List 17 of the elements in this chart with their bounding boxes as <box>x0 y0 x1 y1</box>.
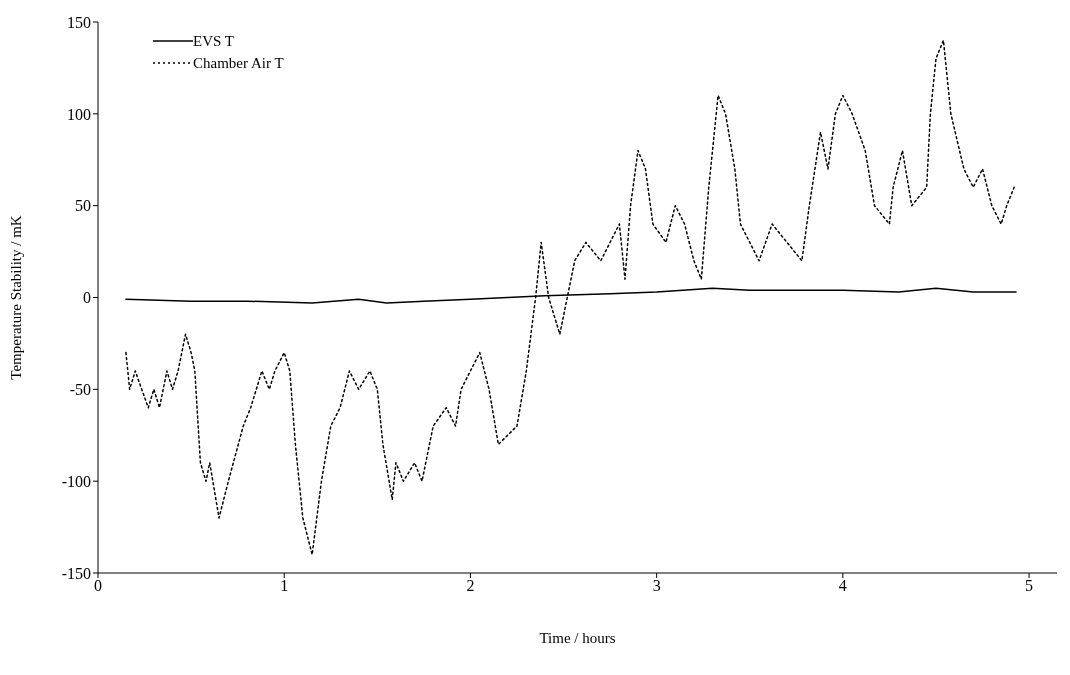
y-axis-title: Temperature Stability / mK <box>8 215 25 380</box>
x-axis-title: Time / hours <box>539 630 616 646</box>
x-tick-label: 0 <box>94 577 102 595</box>
x-tick-label: 3 <box>652 577 661 595</box>
y-tick-label: 100 <box>67 105 91 123</box>
x-tick-label: 2 <box>466 577 475 595</box>
y-tick-label: -150 <box>61 564 91 582</box>
x-tick-label: 5 <box>1025 577 1034 595</box>
x-tick-label: 1 <box>280 577 289 595</box>
y-tick-label: 0 <box>83 289 91 307</box>
legend-label: Chamber Air T <box>193 54 284 72</box>
y-tick-label: -100 <box>61 472 91 490</box>
legend-label: EVS T <box>193 32 234 50</box>
y-tick-label: 50 <box>75 197 91 215</box>
y-tick-label: 150 <box>67 13 91 31</box>
y-tick-label: -50 <box>69 381 91 399</box>
x-tick-label: 4 <box>838 577 847 595</box>
